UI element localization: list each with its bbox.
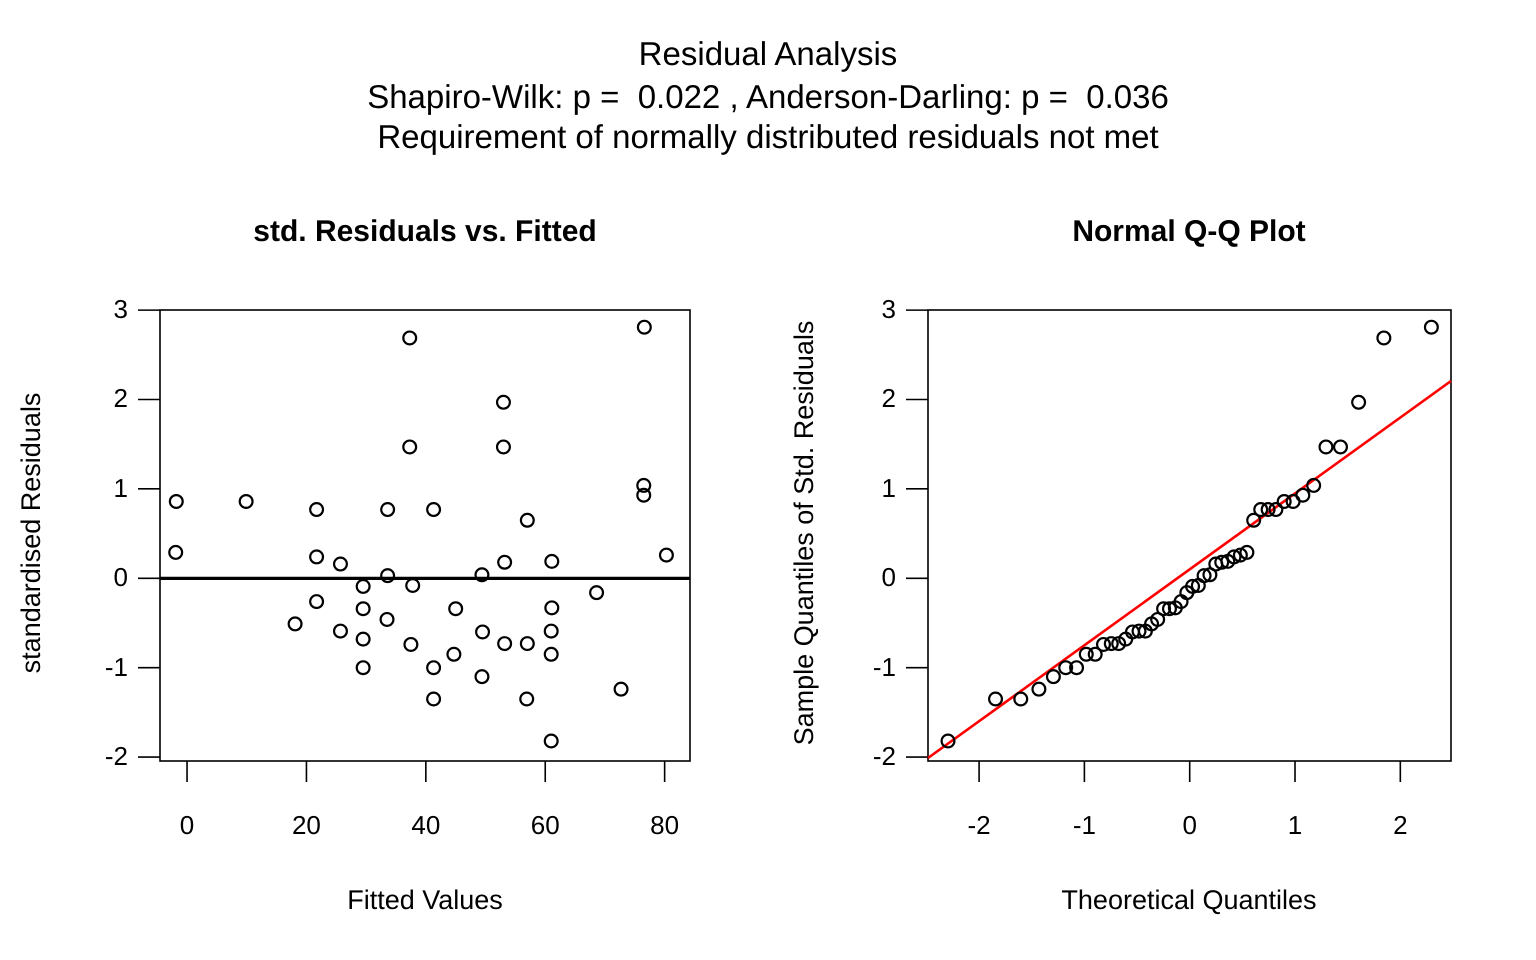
svg-text:Requirement of normally distri: Requirement of normally distributed resi… — [377, 118, 1158, 155]
svg-text:3: 3 — [114, 294, 128, 324]
svg-text:2: 2 — [1393, 810, 1407, 840]
svg-text:Theoretical Quantiles: Theoretical Quantiles — [1061, 885, 1316, 915]
svg-text:Normal Q-Q Plot: Normal Q-Q Plot — [1072, 215, 1305, 248]
svg-text:-1: -1 — [873, 652, 896, 682]
svg-text:0: 0 — [180, 810, 194, 840]
svg-text:60: 60 — [531, 810, 560, 840]
svg-text:1: 1 — [1288, 810, 1302, 840]
svg-text:-2: -2 — [873, 741, 896, 771]
svg-text:1: 1 — [882, 473, 896, 503]
svg-text:Residual Analysis: Residual Analysis — [639, 35, 898, 72]
svg-text:40: 40 — [411, 810, 440, 840]
svg-text:80: 80 — [650, 810, 679, 840]
svg-text:standardised Residuals: standardised Residuals — [16, 393, 46, 674]
svg-text:0: 0 — [882, 562, 896, 592]
svg-text:20: 20 — [292, 810, 321, 840]
svg-text:2: 2 — [114, 383, 128, 413]
svg-text:Sample Quantiles of Std. Resid: Sample Quantiles of Std. Residuals — [789, 321, 819, 746]
svg-text:2: 2 — [882, 383, 896, 413]
svg-text:Shapiro-Wilk: p = 0.022 , And: Shapiro-Wilk: p = 0.022 , Anderson-Darli… — [367, 78, 1169, 115]
svg-text:-2: -2 — [968, 810, 991, 840]
svg-text:std. Residuals vs. Fitted: std. Residuals vs. Fitted — [253, 215, 596, 248]
svg-text:-2: -2 — [105, 741, 128, 771]
svg-text:Fitted Values: Fitted Values — [347, 885, 503, 915]
svg-text:0: 0 — [114, 562, 128, 592]
svg-text:3: 3 — [882, 294, 896, 324]
svg-text:-1: -1 — [105, 652, 128, 682]
svg-text:0: 0 — [1182, 810, 1196, 840]
svg-text:-1: -1 — [1073, 810, 1096, 840]
svg-text:1: 1 — [114, 473, 128, 503]
